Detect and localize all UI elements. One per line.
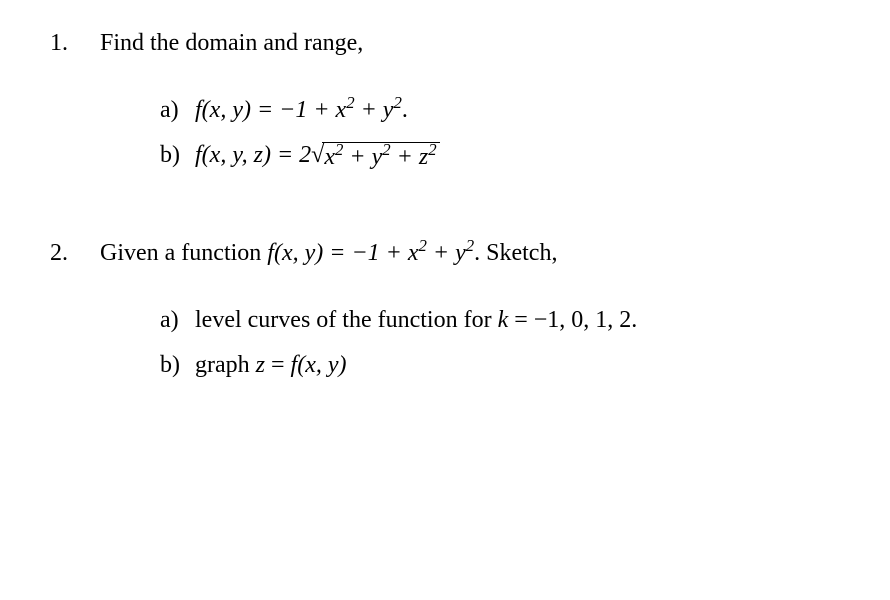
sub-label: a) [160, 97, 195, 124]
exponent: 2 [428, 140, 436, 159]
sqrt-wrap: √x2 + y2 + z2 [311, 142, 439, 172]
problem-2: 2. Given a function f(x, y) = −1 + x2 + … [50, 240, 840, 397]
problem-1: 1. Find the domain and range, a) f(x, y)… [50, 30, 840, 190]
math-var: z [256, 352, 265, 378]
exponent: 2 [466, 236, 474, 255]
problem-content: Given a function f(x, y) = −1 + x2 + y2.… [100, 240, 840, 397]
math-text: f(x, y) = −1 + x2 + y2 [195, 97, 402, 123]
sub-content: level curves of the function for k = −1,… [195, 307, 840, 334]
math-expression: f(x, y) = −1 + x2 + y2. [195, 97, 840, 124]
text-part: graph [195, 352, 256, 378]
sub-content: graph z = f(x, y) [195, 352, 840, 379]
expr-part: + y [343, 144, 382, 170]
exponent: 2 [346, 93, 354, 112]
math-expression: f(x, y) = −1 + x2 + y2 [267, 240, 474, 266]
exponent: 2 [419, 236, 427, 255]
sub-label: b) [160, 142, 195, 169]
expr-part: = −1, 0, 1, 2. [508, 307, 637, 333]
sub-items: a) level curves of the function for k = … [100, 307, 840, 379]
expr-part: . [402, 97, 408, 123]
sub-item-2b: b) graph z = f(x, y) [160, 352, 840, 379]
sqrt-radical-icon: √ [311, 142, 324, 169]
expr-part: f(x, y) = −1 + x [195, 97, 346, 123]
problem-text: Find the domain and range, [100, 30, 840, 57]
expr-part: f(x, y, z) = 2 [195, 142, 311, 168]
problem-number: 2. [50, 240, 100, 397]
expr-part: = [265, 352, 291, 378]
sub-item-1b: b) f(x, y, z) = 2√x2 + y2 + z2 [160, 142, 840, 172]
sub-items: a) f(x, y) = −1 + x2 + y2. b) f(x, y, z)… [100, 97, 840, 172]
sub-label: a) [160, 307, 195, 334]
math-func: f(x, y) [291, 352, 347, 378]
sub-item-1a: a) f(x, y) = −1 + x2 + y2. [160, 97, 840, 124]
sub-item-2a: a) level curves of the function for k = … [160, 307, 840, 334]
text-part: Given a function [100, 240, 267, 266]
expr-part: + y [427, 240, 466, 266]
sqrt-body: x2 + y2 + z2 [322, 142, 439, 172]
exponent: 2 [393, 93, 401, 112]
sub-label: b) [160, 352, 195, 379]
text-part: level curves of the function for [195, 307, 498, 333]
problem-number: 1. [50, 30, 100, 190]
problem-text: Given a function f(x, y) = −1 + x2 + y2.… [100, 240, 840, 267]
text-part: . Sketch, [474, 240, 557, 266]
expr-part: f(x, y) = −1 + x [267, 240, 418, 266]
expr-part: + y [355, 97, 394, 123]
expr-part: + z [391, 144, 429, 170]
math-expression: f(x, y, z) = 2√x2 + y2 + z2 [195, 142, 840, 172]
exponent: 2 [382, 140, 390, 159]
expr-part: x [324, 144, 335, 170]
math-var: k [498, 307, 509, 333]
problem-content: Find the domain and range, a) f(x, y) = … [100, 30, 840, 190]
